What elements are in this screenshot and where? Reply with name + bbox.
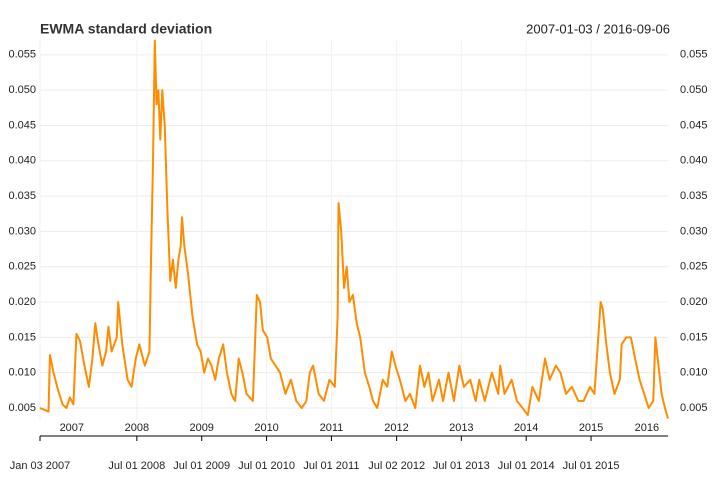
year-label: 2007 [60, 422, 84, 434]
y2-tick-label: 0.040 [680, 155, 708, 167]
y-tick-label: 0.025 [8, 261, 36, 273]
x-tick-label: Jul 01 2010 [238, 460, 295, 472]
x-tick-label: Jul 01 2014 [498, 460, 555, 472]
y-tick-label: 0.040 [8, 155, 36, 167]
year-label: 2014 [514, 422, 538, 434]
y-tick-label: 0.050 [8, 84, 36, 96]
y-tick-label: 0.015 [8, 331, 36, 343]
y2-tick-label: 0.055 [680, 49, 708, 61]
y2-tick-label: 0.030 [680, 225, 708, 237]
y2-tick-label: 0.005 [680, 402, 708, 414]
y2-tick-label: 0.025 [680, 261, 708, 273]
year-label: 2015 [579, 422, 603, 434]
y2-tick-label: 0.020 [680, 296, 708, 308]
year-label: 2013 [449, 422, 473, 434]
y2-tick-label: 0.035 [680, 190, 708, 202]
y-tick-label: 0.035 [8, 190, 36, 202]
x-tick-label: Jul 01 2009 [173, 460, 230, 472]
date-range: 2007-01-03 / 2016-09-06 [526, 21, 670, 36]
year-label: 2011 [320, 422, 344, 434]
x-tick-label: Jul 02 2012 [368, 460, 425, 472]
x-tick-label: Jul 01 2008 [108, 460, 165, 472]
y-tick-label: 0.045 [8, 119, 36, 131]
x-tick-label: Jul 01 2015 [563, 460, 620, 472]
chart-title: EWMA standard deviation [40, 21, 212, 37]
y-tick-label: 0.055 [8, 49, 36, 61]
y-tick-label: 0.020 [8, 296, 36, 308]
y2-tick-label: 0.045 [680, 119, 708, 131]
y-tick-label: 0.005 [8, 402, 36, 414]
x-tick-label: Jul 01 2013 [433, 460, 490, 472]
year-label: 2009 [189, 422, 213, 434]
y-tick-label: 0.030 [8, 225, 36, 237]
x-tick-label: Jan 03 2007 [10, 460, 71, 472]
year-label: 2016 [635, 422, 659, 434]
year-label: 2010 [254, 422, 278, 434]
y-tick-label: 0.010 [8, 367, 36, 379]
y2-tick-label: 0.050 [680, 84, 708, 96]
x-tick-label: Jul 01 2011 [303, 460, 359, 472]
year-label: 2012 [384, 422, 408, 434]
y2-tick-label: 0.015 [680, 331, 708, 343]
year-label: 2008 [125, 422, 149, 434]
y2-tick-label: 0.010 [680, 367, 708, 379]
ewma-line [39, 39, 669, 419]
